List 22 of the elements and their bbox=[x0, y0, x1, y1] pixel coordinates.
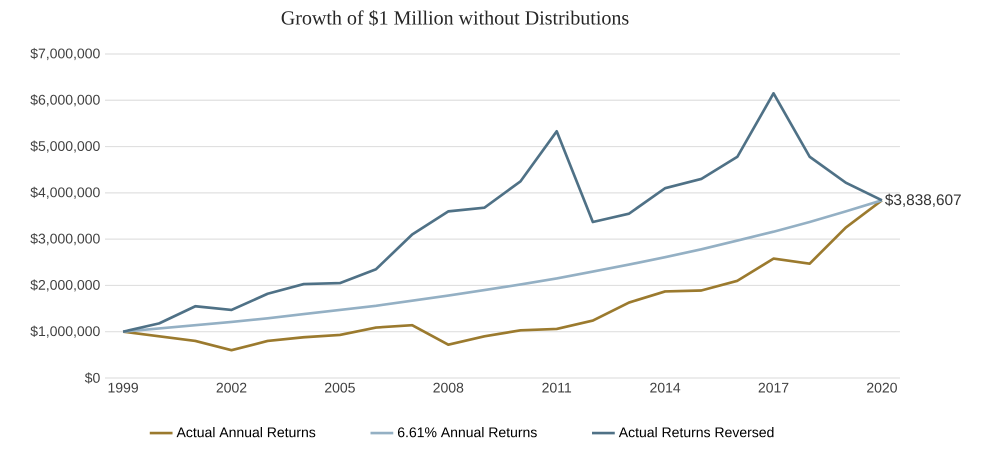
legend-label: 6.61% Annual Returns bbox=[398, 426, 537, 438]
chart-title: Growth of $1 Million without Distributions bbox=[282, 10, 628, 26]
y-tick-label: $0 bbox=[84, 372, 100, 384]
x-tick-label: 2014 bbox=[650, 382, 680, 393]
y-tick-label: $1,000,000 bbox=[30, 326, 100, 338]
x-tick-label: 2002 bbox=[216, 382, 246, 393]
x-tick-label: 1999 bbox=[108, 382, 138, 393]
x-tick-label: 2020 bbox=[867, 382, 897, 393]
y-tick-label: $6,000,000 bbox=[30, 94, 100, 106]
y-tick-label: $4,000,000 bbox=[30, 186, 100, 199]
x-tick-label: 2017 bbox=[758, 382, 788, 393]
line-series bbox=[122, 92, 884, 334]
y-tick-label: $3,000,000 bbox=[30, 233, 100, 246]
legend-label: Actual Returns Reversed bbox=[618, 426, 774, 438]
y-tick-label: $7,000,000 bbox=[30, 48, 100, 60]
y-tick-label: $2,000,000 bbox=[30, 279, 100, 292]
x-tick-label: 2005 bbox=[325, 382, 355, 393]
x-tick-label: 2011 bbox=[542, 382, 572, 393]
legend-label: Actual Annual Returns bbox=[176, 426, 316, 438]
annotation: $3,838,607 bbox=[885, 194, 961, 207]
x-tick-label: 2008 bbox=[433, 382, 464, 393]
y-tick-label: $5,000,000 bbox=[30, 140, 100, 153]
